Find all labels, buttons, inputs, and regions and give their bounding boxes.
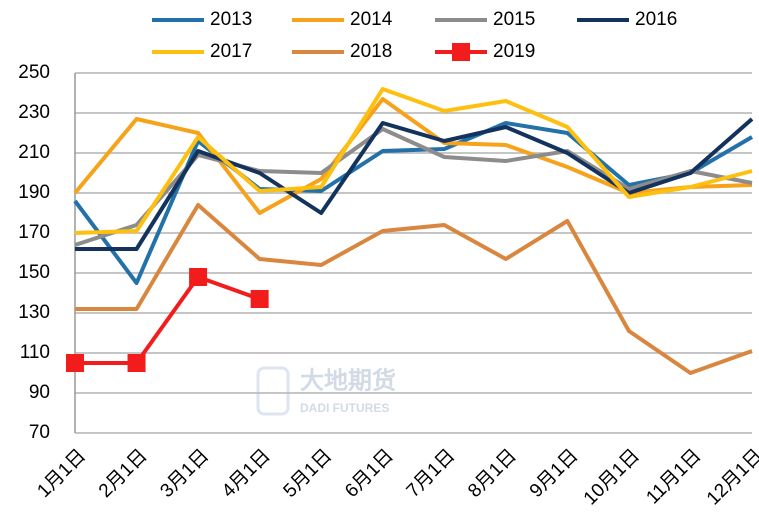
y-tick-label: 190 xyxy=(18,182,50,203)
line-series xyxy=(75,117,754,251)
y-tick-label: 130 xyxy=(18,302,50,323)
line-series xyxy=(75,203,753,375)
x-tick-label: 6月1日 xyxy=(341,445,398,502)
x-tick-label: 8月1日 xyxy=(464,445,521,502)
legend-label: 2014 xyxy=(350,9,393,30)
y-tick-label: 150 xyxy=(18,262,50,283)
x-tick-label: 4月1日 xyxy=(218,445,275,502)
x-tick-label: 5月1日 xyxy=(280,445,337,502)
y-tick-label: 250 xyxy=(18,62,50,83)
legend-label: 2017 xyxy=(210,41,252,62)
x-tick-label: 9月1日 xyxy=(526,445,583,502)
point-marker xyxy=(189,268,208,286)
x-tick-label: 3月1日 xyxy=(157,445,214,502)
y-tick-label: 90 xyxy=(29,382,50,403)
line-series xyxy=(73,121,754,285)
point-marker xyxy=(66,354,84,372)
x-tick-label: 7月1日 xyxy=(403,445,460,502)
watermark-subtitle: DADI FUTURES xyxy=(300,401,389,415)
y-tick-label: 70 xyxy=(29,422,50,443)
legend-label: 2019 xyxy=(493,41,535,62)
legend-marker xyxy=(452,43,470,61)
point-marker xyxy=(127,354,146,372)
line-series xyxy=(73,97,753,215)
x-tick-label: 10月1日 xyxy=(580,445,644,509)
legend-label: 2018 xyxy=(350,41,392,62)
x-tick-label: 12月1日 xyxy=(703,445,759,509)
watermark-title: 大地期货 xyxy=(300,366,396,394)
line-series xyxy=(74,87,753,235)
y-tick-label: 170 xyxy=(18,222,50,243)
y-tick-label: 230 xyxy=(18,102,50,123)
legend-label: 2016 xyxy=(635,9,677,30)
y-tick-label: 210 xyxy=(18,142,50,163)
legend-label: 2013 xyxy=(210,9,252,30)
legend-label: 2015 xyxy=(493,9,535,30)
point-marker xyxy=(250,290,269,308)
watermark: 大地期货 DADI FUTURES xyxy=(256,366,396,416)
line-series xyxy=(75,275,261,365)
x-tick-label: 2月1日 xyxy=(95,445,152,502)
x-tick-label: 1月1日 xyxy=(33,445,90,502)
x-tick-label: 11月1日 xyxy=(642,445,705,508)
watermark-logo xyxy=(256,366,290,416)
y-tick-label: 110 xyxy=(20,342,50,363)
